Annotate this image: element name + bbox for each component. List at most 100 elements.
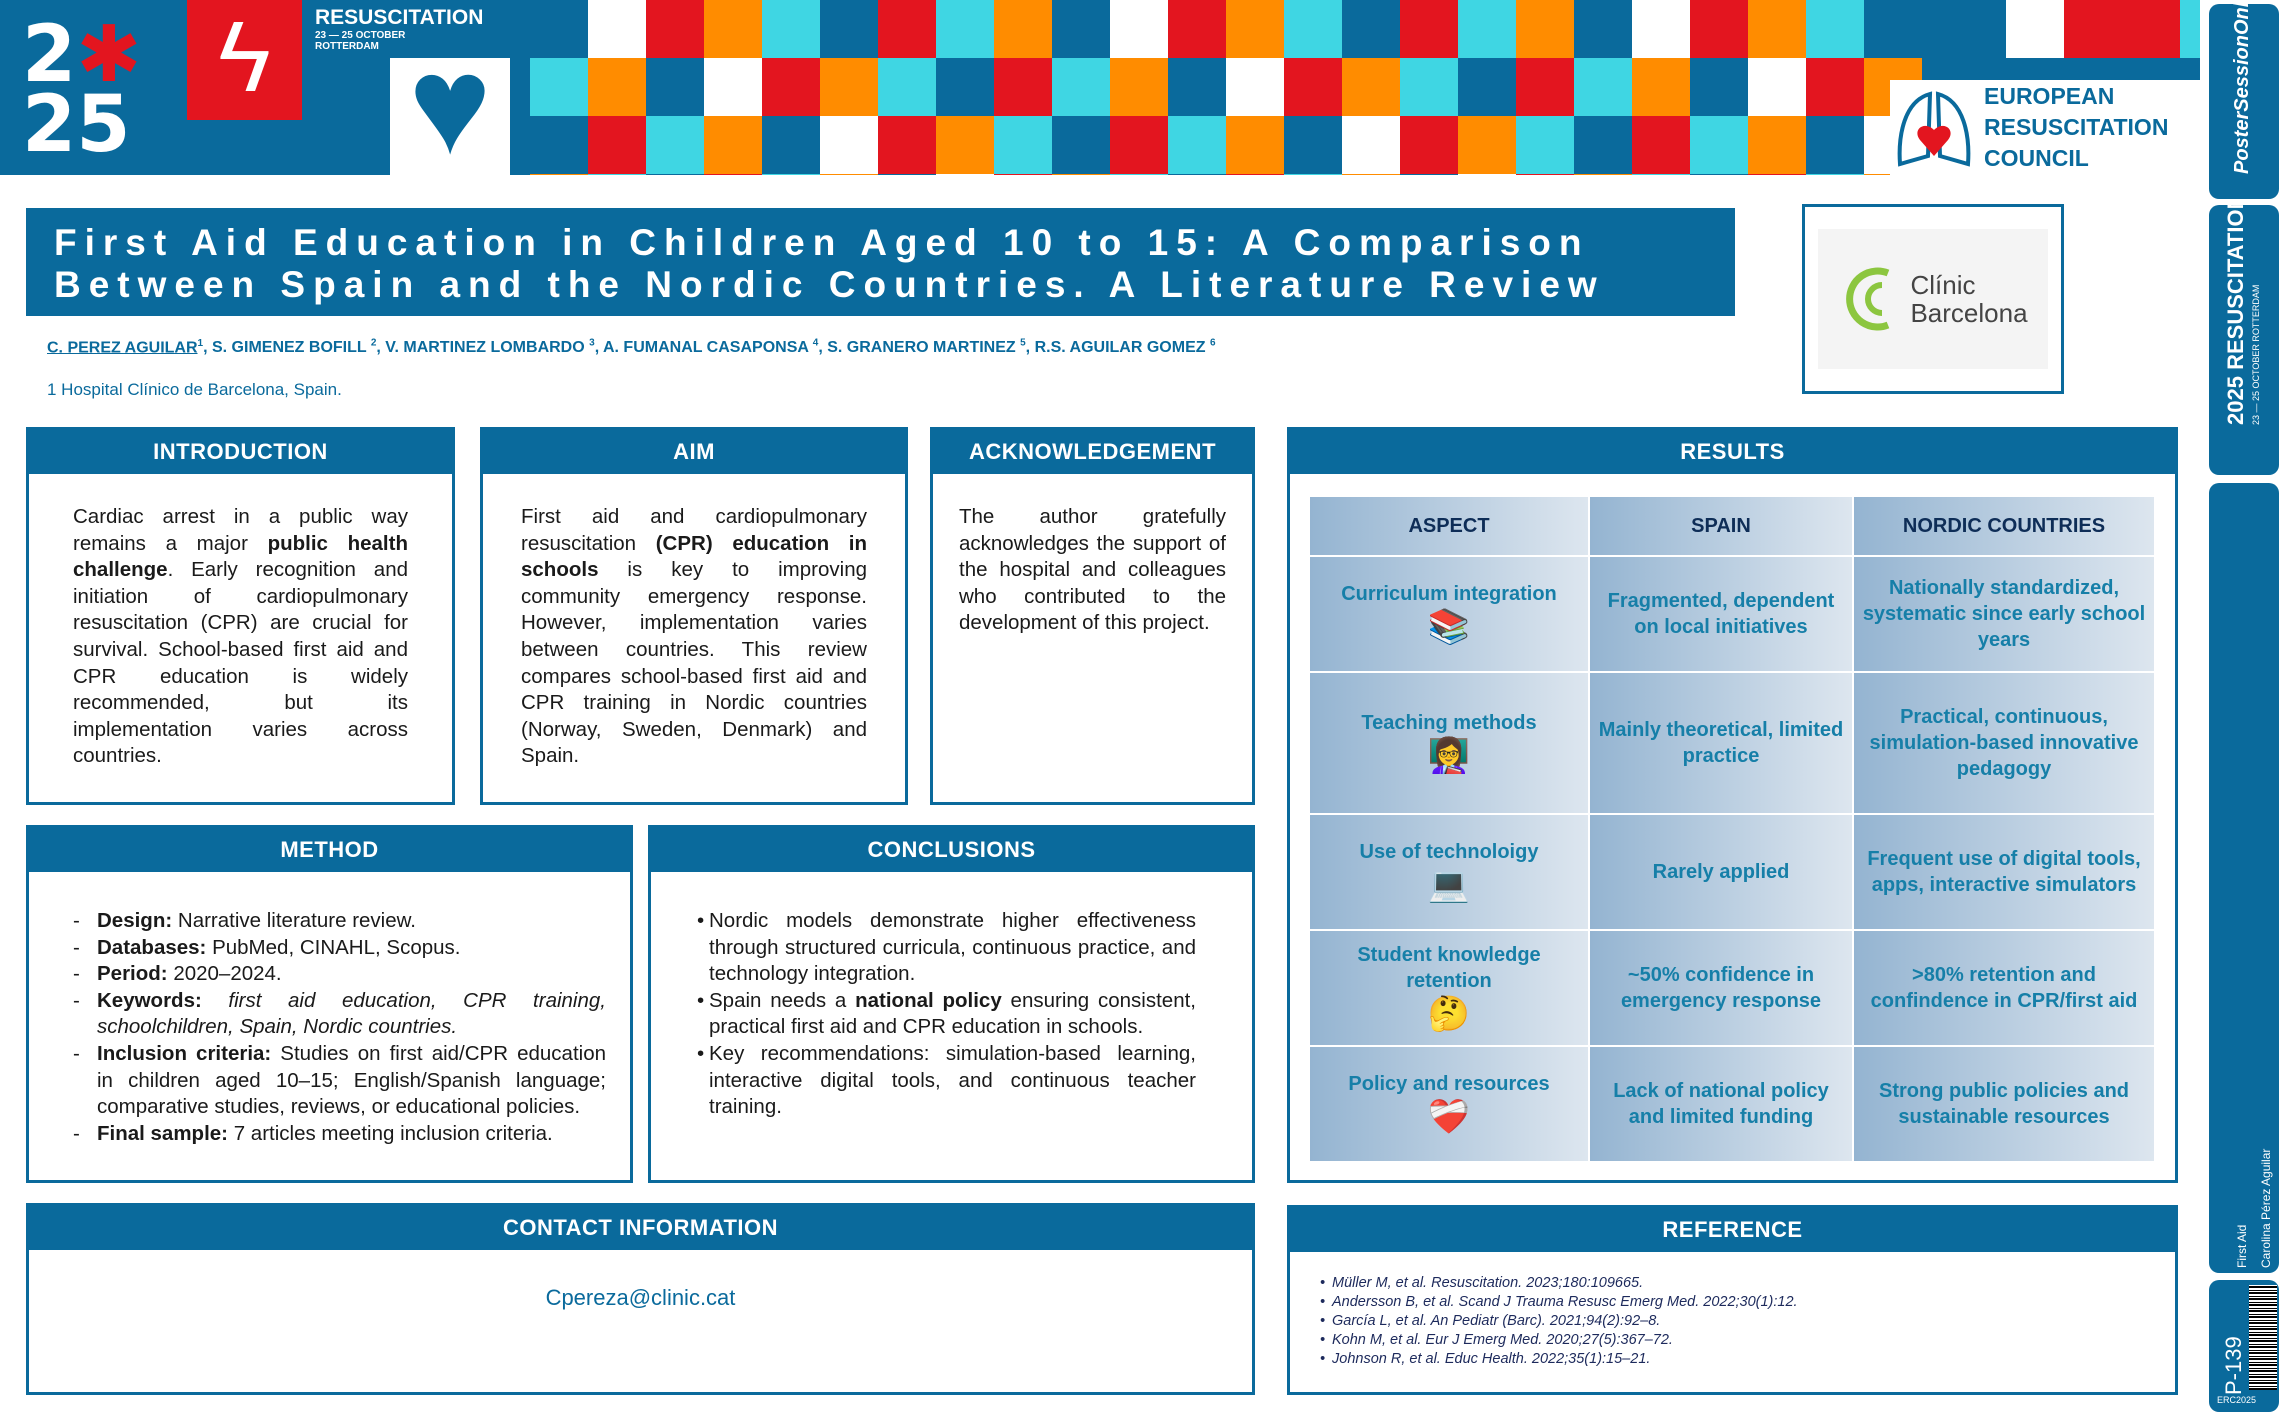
banner-tile [1458,116,1516,174]
heart-icon: ♥ [390,35,510,175]
banner-tile [762,116,820,174]
banner-tile [1400,0,1458,58]
side-city: ROTTERDAM [2251,284,2261,342]
conclusion-item: Key recommendations: simulation-based le… [697,1041,1196,1121]
event-dates: 23 — 25 OCTOBER [315,30,406,41]
spain-cell: ~50% confidence in emergency response [1588,929,1854,1047]
nordic-cell: Practical, continuous, simulation-based … [1852,671,2156,815]
spain-cell: Mainly theoretical, limited practice [1588,671,1854,815]
reference-item: Kohn M, et al. Eur J Emerg Med. 2020;27(… [1320,1331,2145,1350]
method-label: Design: [97,909,173,932]
banner-tile [878,58,936,116]
banner-tile [1632,116,1690,174]
banner-tile [1110,58,1168,116]
side-year: 2025 [2223,376,2248,425]
conclusion-bold: national policy [855,988,1002,1012]
hospital-name-line: Barcelona [1910,298,2028,328]
banner-tile [1748,0,1806,58]
banner-tile [2006,0,2064,58]
banner-tile [820,58,878,116]
nordic-cell: Nationally standardized, systematic sinc… [1852,555,2156,673]
method-text: 2020–2024. [167,962,282,986]
nordic-cell: Frequent use of digital tools, apps, int… [1852,813,2156,931]
method-label: Inclusion criteria: [97,1041,272,1065]
event-name: RESUSCITATION [315,6,484,29]
banner-tile [936,116,994,174]
aspect-label: Policy and resources [1348,1073,1550,1095]
banner-tile [1168,0,1226,58]
method-item: Databases: PubMed, CINAHL, Scopus. [73,935,606,962]
banner-tile [936,58,994,116]
aspect-label: Student knowledge retention [1357,944,1541,992]
banner-tile [1632,0,1690,58]
author-sup: 1 [197,338,204,349]
column-header: ASPECT [1308,495,1590,557]
reference-item: García L, et al. An Pediatr (Barc). 2021… [1320,1312,2145,1331]
banner-tile [1806,116,1864,174]
event-label: RESUSCITATION 23 — 25 OCTOBER ROTTERDAM [305,0,535,58]
title-line: First Aid Education in Children Aged 10 … [54,222,1590,263]
nordic-cell: Strong public policies and sustainable r… [1852,1045,2156,1163]
conclusion-text: Nordic models demonstrate higher effecti… [709,909,1196,986]
banner-tile [530,116,588,174]
aspect-cell: Policy and resources ❤️‍🩹 [1308,1045,1590,1163]
affiliation: 1 Hospital Clínico de Barcelona, Spain. [47,380,342,399]
banner-tile [878,116,936,174]
banner-tile [994,58,1052,116]
section-heading: RESULTS [1290,430,2175,474]
method-item: Period: 2020–2024. [73,961,606,988]
banner-tile [704,174,762,175]
row-emoji-icon: 💻 [1427,866,1471,904]
banner-tile [1516,116,1574,174]
banner-tile [1342,116,1400,174]
banner-tile [530,0,588,58]
erc-logo: EUROPEAN RESUSCITATION COUNCIL [1890,80,2200,175]
barcode [2249,1285,2277,1390]
banner-tile [1052,0,1110,58]
banner-tile [1806,174,1864,175]
conclusion-item: Nordic models demonstrate higher effecti… [697,908,1196,988]
method-item: Design: Narrative literature review. [73,908,606,935]
clinic-logo-icon [1846,267,1890,331]
poster-session-label: PosterSessionOnline [2231,4,2253,174]
contact-email-link[interactable]: Cpereza@clinic.cat [545,1285,736,1310]
hospital-logo-box: Clínic Barcelona [1802,204,2064,394]
author-name: , S. GRANERO MARTINEZ [818,339,1021,357]
contact-panel: CONTACT INFORMATION Cpereza@clinic.cat [26,1203,1255,1395]
section-heading: CONTACT INFORMATION [29,1206,1252,1250]
banner-tile [994,0,1052,58]
banner-tile [1516,174,1574,175]
lightning-icon: ϟ [187,0,302,120]
banner-tile [1400,174,1458,175]
conclusion-text: Key recommendations: simulation-based le… [709,1041,1196,1119]
spain-cell: Fragmented, dependent on local initiativ… [1588,555,1854,673]
author-name: , A. FUMANAL CASAPONSA [594,339,813,357]
method-item: Keywords: first aid education, CPR train… [73,988,606,1041]
banner-tile [1458,0,1516,58]
spain-cell: Rarely applied [1588,813,1854,931]
aspect-label: Curriculum integration [1341,583,1557,605]
banner-tile [1284,116,1342,174]
method-item: Final sample: 7 articles meeting inclusi… [73,1121,606,1148]
right-sidebar: PosterSessionOnline 2025 RESUSCITATION 2… [2205,0,2283,1416]
method-item: Inclusion criteria: Studies on first aid… [73,1041,606,1121]
erc-name-line: EUROPEAN [1984,83,2115,109]
table-row: Policy and resources ❤️‍🩹 Lack of national… [1308,1045,2156,1163]
poster-info-box: First Aid Carolina Pérez Aguilar [2209,483,2279,1273]
section-heading: ACKNOWLEDGEMENT [933,430,1252,474]
banner-tile [530,174,588,175]
banner-tile [1690,0,1748,58]
banner-tile [1284,0,1342,58]
side-event: RESUSCITATION [2223,205,2248,370]
conclusion-text: ensuring consistent, practical first aid… [709,988,1196,1039]
banner-tile [1226,0,1284,58]
author-sup: 3 [589,338,595,349]
banner-tile [1948,0,2006,58]
banner-tile [588,0,646,58]
poster-id-box: P-139 ERC2025 [2209,1280,2279,1412]
banner-tile [1168,58,1226,116]
banner-tile [646,174,704,175]
banner-tile [1806,0,1864,58]
section-heading: AIM [483,430,905,474]
banner-tile [646,116,704,174]
